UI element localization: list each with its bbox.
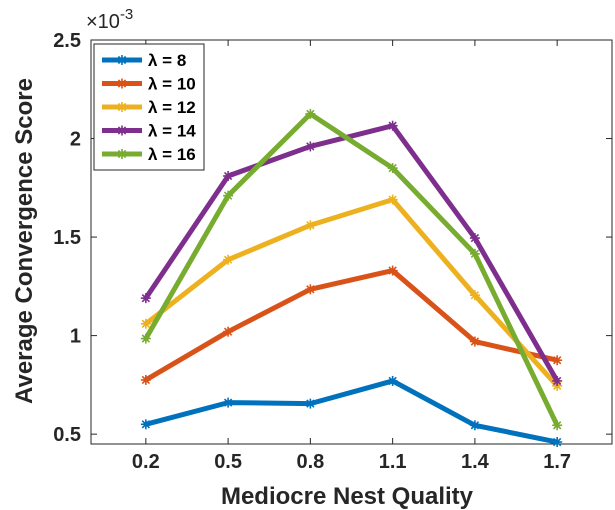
data-point [223, 190, 234, 201]
data-point [140, 293, 151, 304]
data-point [469, 248, 480, 259]
data-point [223, 254, 234, 265]
data-point [305, 398, 316, 409]
legend-marker [117, 55, 127, 65]
data-point [140, 318, 151, 329]
series-5 [140, 108, 563, 431]
data-point [469, 290, 480, 301]
legend-label: λ = 16 [148, 145, 196, 164]
legend-marker [117, 102, 127, 112]
series-3 [140, 194, 563, 391]
x-tick-label: 1.1 [379, 451, 407, 473]
series-2 [140, 265, 563, 385]
legend-marker [117, 149, 127, 159]
series-1 [140, 375, 563, 448]
y-tick-label: 0.5 [53, 424, 81, 446]
legend-item: λ = 8 [102, 51, 186, 70]
data-point [552, 375, 563, 386]
data-point [387, 163, 398, 174]
legend-item: λ = 12 [102, 98, 196, 117]
series-line [143, 123, 560, 384]
data-point [305, 284, 316, 295]
legend-label: λ = 12 [148, 98, 196, 117]
legend-item: λ = 16 [102, 145, 196, 164]
legend-label: λ = 10 [148, 75, 196, 94]
y-exponent-power: -3 [120, 6, 133, 23]
x-axis-label: Mediocre Nest Quality [221, 483, 474, 510]
data-point [552, 420, 563, 431]
legend-label: λ = 8 [148, 51, 186, 70]
data-point [140, 419, 151, 430]
y-axis-label: Average Convergence Score [11, 78, 38, 404]
data-point [552, 355, 563, 366]
legend: λ = 8 λ = 10 λ = 12 λ = 14 λ = 16 [93, 43, 205, 171]
data-point [305, 108, 316, 119]
data-point [387, 375, 398, 386]
series-4 [140, 120, 563, 386]
data-point [387, 265, 398, 276]
y-exponent-base: ×10 [86, 11, 120, 33]
data-point [387, 194, 398, 205]
series-line [143, 378, 560, 445]
legend-item: λ = 14 [102, 122, 196, 141]
data-point [223, 326, 234, 337]
legend-label: λ = 14 [148, 122, 196, 141]
data-point [552, 437, 563, 448]
x-tick-label: 1.7 [543, 451, 571, 473]
series-line [143, 111, 560, 428]
series-line [143, 197, 560, 389]
data-point [140, 333, 151, 344]
legend-box [93, 43, 205, 171]
x-tick-label: 0.2 [132, 451, 160, 473]
y-axis-exponent: ×10-3 [86, 6, 133, 33]
series-group [140, 108, 563, 448]
y-tick-label: 1.5 [53, 227, 81, 249]
data-point [305, 141, 316, 152]
x-tick-label: 0.5 [214, 451, 242, 473]
series-line [143, 268, 560, 383]
legend-marker [117, 125, 127, 136]
x-tick-label: 0.8 [296, 451, 324, 473]
data-point [387, 120, 398, 131]
y-tick-label: 2.5 [53, 30, 81, 52]
y-tick-label: 1 [70, 326, 81, 348]
data-point [469, 420, 480, 431]
data-point [223, 397, 234, 408]
legend-marker [117, 78, 127, 89]
legend-item: λ = 10 [102, 75, 196, 94]
data-point [223, 170, 234, 181]
x-tick-label: 1.4 [461, 451, 490, 473]
y-tick-label: 2 [70, 129, 81, 151]
data-point [140, 374, 151, 385]
data-point [305, 220, 316, 231]
data-point [469, 336, 480, 347]
data-point [469, 233, 480, 244]
